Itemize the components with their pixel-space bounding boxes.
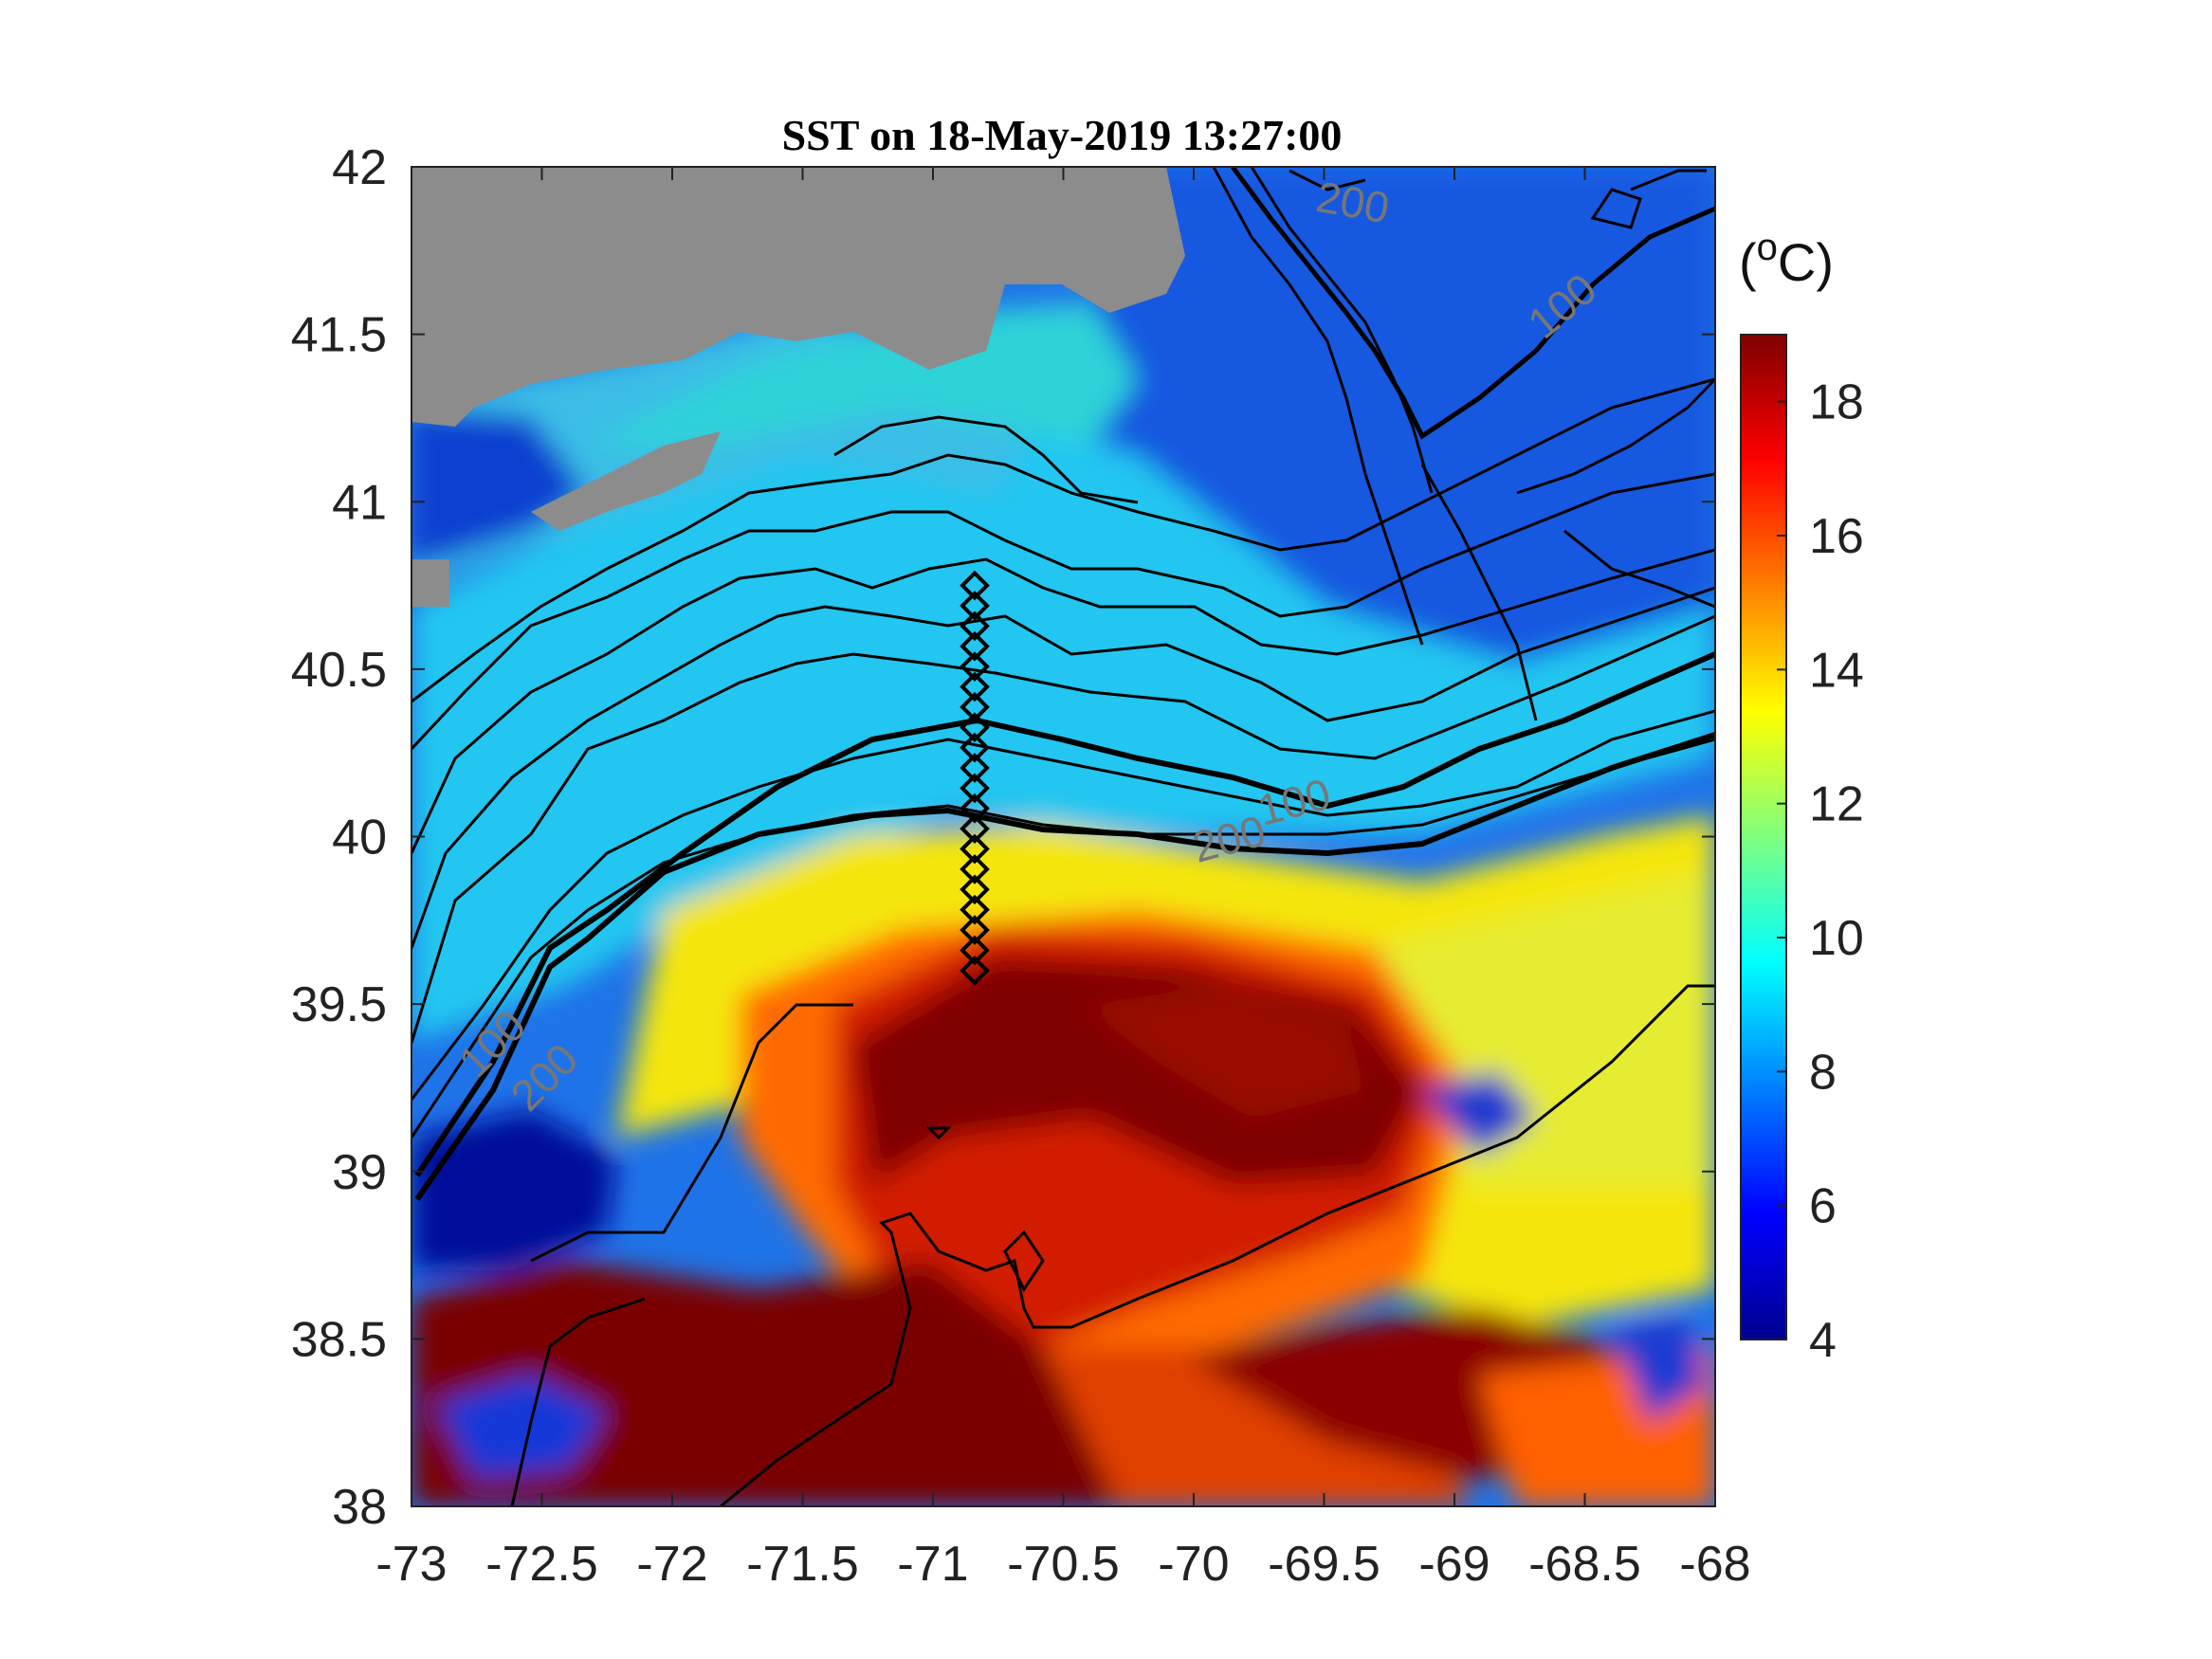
x-tick-label: -70 [1158,1537,1229,1592]
y-tick-label: 40 [332,811,387,866]
colorbar: 4 6 8 10 12 14 16 18 (oC) [1739,227,1864,1368]
transect-station-marker [960,935,990,966]
transect-station-marker [960,793,990,824]
transect-station-marker [960,732,990,763]
colorbar-tick-label: 6 [1809,1179,1837,1234]
transect-station-marker [960,591,990,621]
transect-station-marker [960,570,990,601]
colorbar-tick-label: 8 [1809,1045,1837,1100]
x-tick-label: -72.5 [485,1537,598,1592]
transect-station-marker [960,813,990,844]
sst-field [411,167,1715,1506]
colorbar-tick-label: 14 [1809,643,1864,698]
colorbar-tick-label: 18 [1809,375,1864,430]
bathymetry-contours [411,167,1715,1506]
y-tick-label: 40.5 [291,643,387,698]
y-tick-label: 38.5 [291,1312,387,1367]
transect-station-marker [960,651,990,682]
colorbar-tick-label: 4 [1809,1313,1837,1368]
y-tick-label: 42 [332,140,387,195]
transect-station-marker [960,874,990,905]
y-tick-label: 39.5 [291,977,387,1032]
y-tick-label: 41.5 [291,308,387,363]
x-tick-label: -73 [375,1537,447,1592]
transect-station-marker [960,854,990,884]
y-tick-label: 38 [332,1480,387,1535]
transect-station-marker [960,692,990,722]
x-tick-label: -69 [1418,1537,1490,1592]
transect-station-marker [960,712,990,743]
x-tick-label: -68.5 [1528,1537,1641,1592]
transect-stations [960,570,990,986]
land-mass [411,167,1185,531]
transect-station-marker [960,773,990,804]
colorbar-tick-label: 12 [1809,777,1864,832]
map-title: SST on 18-May-2019 13:27:00 [782,111,1343,159]
map-axes: -73 -72.5 -72 -71.5 -71 -70.5 -70 -69.5 -69 -68.5… [291,140,1751,1592]
y-tick-label: 39 [332,1145,387,1200]
colorbar-tick-label: 16 [1809,509,1864,564]
x-tick-label: -70.5 [1007,1537,1120,1592]
colorbar-unit: (oC) [1739,227,1834,292]
transect-station-marker [960,611,990,642]
x-tick-label: -68 [1679,1537,1750,1592]
x-tick-label: -71.5 [746,1537,859,1592]
transect-station-marker [960,753,990,783]
x-tick-label: -72 [636,1537,707,1592]
transect-station-marker [960,833,990,865]
transect-station-marker [960,671,990,702]
colorbar-ticks: 4 6 8 10 12 14 16 18 [1777,375,1864,1368]
x-tick-label: -71 [897,1537,968,1592]
transect-station-marker [960,894,990,925]
transect-station-marker [960,630,990,662]
transect-station-marker [960,915,990,945]
x-tick-label: -69.5 [1268,1537,1380,1592]
colorbar-tick-label: 10 [1809,911,1864,966]
transect-station-marker [960,955,990,986]
y-tick-label: 41 [332,475,387,530]
